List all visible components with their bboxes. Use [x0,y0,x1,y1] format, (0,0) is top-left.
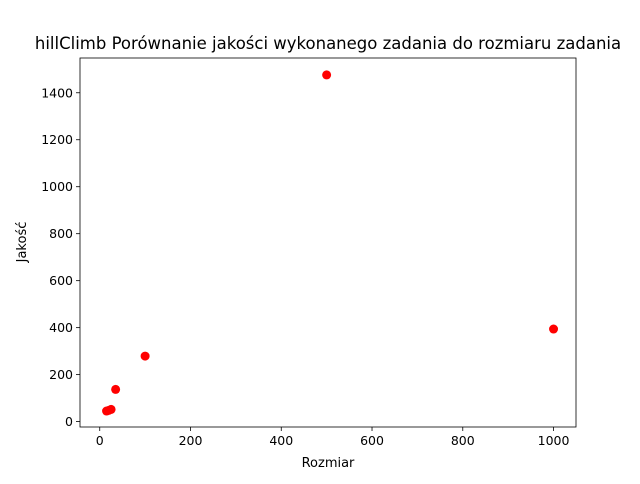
x-tick-label: 400 [269,433,293,448]
plot-frame [79,57,577,428]
chart-title: hillClimb Porównanie jakości wykonanego … [35,34,621,53]
x-tick-label: 0 [96,433,104,448]
x-axis-label: Rozmiar [302,456,355,471]
data-point [111,384,121,394]
x-tick-label: 600 [360,433,384,448]
y-tick-label: 1000 [41,179,73,194]
x-tick-label: 800 [451,433,475,448]
y-tick-label: 1200 [41,132,73,147]
y-tick-label: 0 [65,414,73,429]
data-point [549,324,559,334]
y-tick-label: 600 [49,273,73,288]
data-point [106,404,116,414]
y-tick-label: 200 [49,367,73,382]
y-tick-label: 400 [49,320,73,335]
x-tick-label: 200 [179,433,203,448]
plot-area: 0 200 400 600 800 1000 0 200 400 600 800 1000 1200 14… [41,57,577,448]
data-point [140,351,150,361]
y-tick-label: 1400 [41,85,73,100]
x-tick-label: 1000 [538,433,570,448]
y-tick-label: 800 [49,226,73,241]
y-axis-label: Jakość [15,222,30,264]
data-point [322,70,332,80]
